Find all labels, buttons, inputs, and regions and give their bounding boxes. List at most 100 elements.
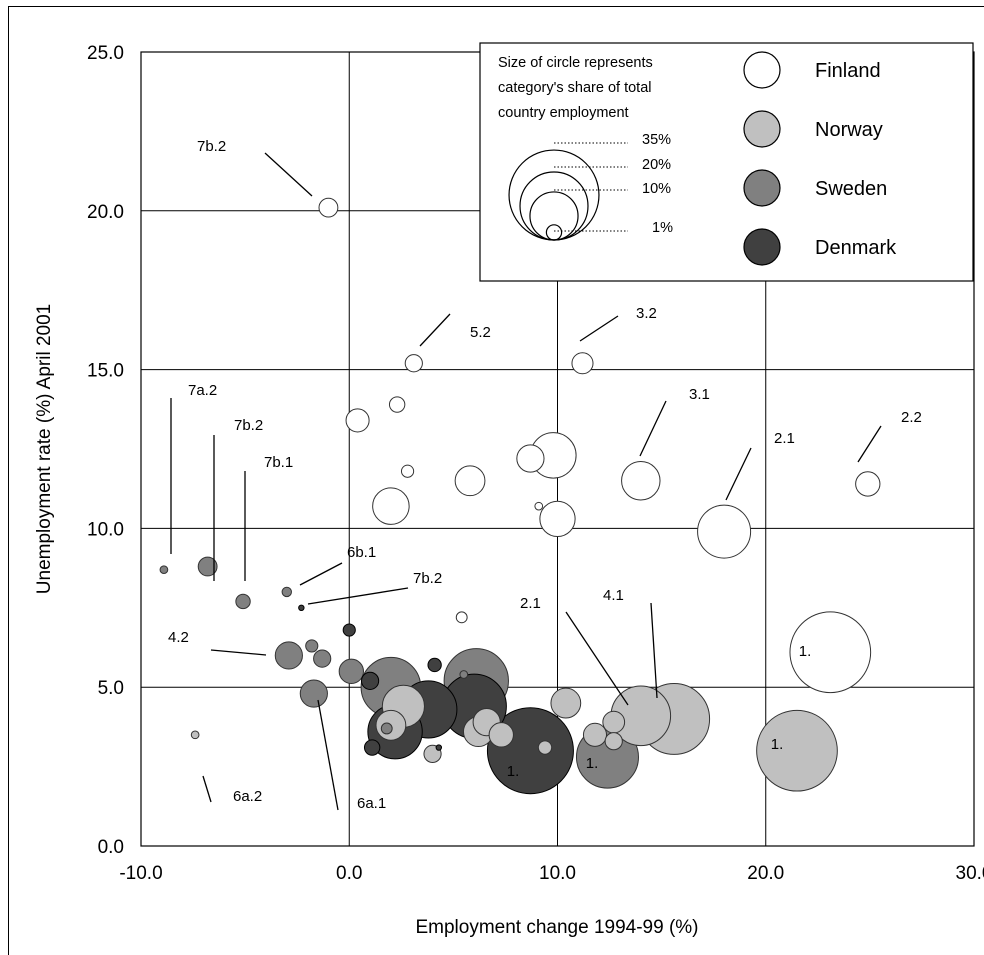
x-tick-label: 20.0 bbox=[747, 863, 784, 884]
legend: Size of circle represents category's sha… bbox=[479, 42, 974, 282]
y-axis-title: Unemployment rate (%) April 2001 bbox=[34, 304, 55, 594]
bubble-finland bbox=[318, 197, 339, 218]
legend-label-finland: Finland bbox=[815, 60, 881, 82]
x-tick-label: 10.0 bbox=[539, 863, 576, 884]
legend-swatch-finland bbox=[743, 51, 781, 89]
y-tick-label: 20.0 bbox=[87, 202, 124, 223]
size-legend-title-line-3: country employment bbox=[498, 105, 629, 121]
annotation-label: 7b.2 bbox=[197, 138, 226, 155]
bubble-norway bbox=[602, 710, 626, 734]
bubble-sweden bbox=[274, 641, 303, 670]
bubble-denmark bbox=[298, 604, 305, 612]
annotation-label: 7b.1 bbox=[264, 454, 293, 471]
bubble-norway bbox=[190, 730, 200, 740]
annotation-label: 7b.2 bbox=[234, 417, 263, 434]
x-tick-label: -10.0 bbox=[119, 863, 162, 884]
annotation-label: 7a.2 bbox=[188, 382, 217, 399]
country-legend: Finland Norway Sweden Denmark bbox=[743, 51, 897, 266]
annotation-label: 3.2 bbox=[636, 305, 657, 322]
legend-swatch-denmark bbox=[743, 228, 781, 266]
bubble-sweden bbox=[235, 593, 251, 610]
size-legend-title-line-2: category's share of total bbox=[498, 80, 652, 96]
bubble-norway bbox=[756, 709, 838, 792]
legend-label-norway: Norway bbox=[815, 119, 883, 141]
bubble-denmark bbox=[360, 671, 380, 690]
bubble-norway bbox=[537, 740, 553, 755]
size-legend-label: 20% bbox=[642, 157, 671, 173]
annotation-label: 5.2 bbox=[470, 324, 491, 341]
bubble-denmark bbox=[363, 739, 381, 756]
size-legend: 35% 20% 10% 1% bbox=[508, 132, 673, 241]
annotation-label: 4.1 bbox=[603, 587, 624, 604]
bubble-finland bbox=[621, 461, 661, 501]
annotation-leader-line bbox=[264, 152, 313, 197]
annotation-leader-line bbox=[202, 775, 212, 803]
annotation-leader-line bbox=[565, 611, 629, 706]
annotation-label: 1. bbox=[799, 643, 812, 660]
legend-swatch-sweden bbox=[743, 169, 781, 207]
x-axis-title: Employment change 1994-99 (%) bbox=[415, 917, 698, 938]
legend-label-denmark: Denmark bbox=[815, 237, 897, 259]
y-tick-label: 5.0 bbox=[98, 678, 124, 699]
bubble-sweden bbox=[459, 670, 469, 679]
bubble-finland bbox=[454, 465, 486, 497]
y-tick-label: 10.0 bbox=[87, 519, 124, 540]
annotation-leader-line bbox=[579, 315, 619, 342]
bubble-finland bbox=[534, 501, 544, 511]
bubble-finland bbox=[855, 471, 881, 497]
annotation-label: 6a.2 bbox=[233, 788, 262, 805]
bubble-sweden bbox=[380, 722, 393, 735]
x-tick-label: 30.0 bbox=[956, 863, 984, 884]
bubble-sweden bbox=[313, 649, 332, 668]
annotation-label: 1. bbox=[771, 736, 784, 753]
bubble-finland bbox=[372, 487, 410, 525]
bubble-denmark bbox=[435, 744, 443, 751]
bubble-finland bbox=[571, 352, 594, 375]
bubble-norway bbox=[604, 732, 623, 751]
bubble-finland bbox=[697, 504, 752, 559]
legend-label-sweden: Sweden bbox=[815, 178, 887, 200]
bubble-norway bbox=[550, 687, 582, 719]
bubble-finland bbox=[345, 408, 370, 433]
bubble-sweden bbox=[281, 586, 292, 598]
annotation-leader-line bbox=[419, 313, 451, 347]
annotation-label: 6a.1 bbox=[357, 795, 386, 812]
size-legend-label: 10% bbox=[642, 181, 671, 197]
size-legend-title-line-1: Size of circle represents bbox=[498, 55, 653, 71]
legend-box bbox=[479, 42, 974, 282]
bubble-sweden bbox=[159, 565, 169, 575]
tick-labels: -10.0 0.0 10.0 20.0 30.0 0.0 5.0 10.0 15.0 20.0 25… bbox=[87, 43, 984, 884]
bubble-finland bbox=[455, 611, 468, 624]
annotation-leader-line bbox=[307, 587, 409, 605]
bubble-sweden bbox=[305, 639, 319, 653]
y-tick-label: 25.0 bbox=[87, 43, 124, 64]
bubble-finland bbox=[516, 444, 545, 473]
bubble-denmark bbox=[342, 623, 356, 637]
bubble-finland bbox=[404, 354, 423, 373]
bubble-sweden bbox=[197, 556, 218, 577]
annotation-label: 6b.1 bbox=[347, 544, 376, 561]
bubble-finland bbox=[388, 396, 406, 413]
y-tick-label: 0.0 bbox=[98, 837, 124, 858]
x-tick-label: 0.0 bbox=[336, 863, 362, 884]
annotation-label: 7b.2 bbox=[413, 570, 442, 587]
legend-swatch-norway bbox=[743, 110, 781, 148]
size-legend-label: 1% bbox=[652, 220, 673, 236]
annotation-leader-line bbox=[650, 602, 658, 699]
bubble-finland bbox=[400, 464, 415, 478]
point-annotations: 7b.2 5.2 3.2 3.1 2.1 2.2 7a.2 7b.2 7b.1 6b.1 7b.2 4… bbox=[168, 138, 922, 812]
annotation-leader-line bbox=[857, 425, 882, 463]
annotation-label: 2.2 bbox=[901, 409, 922, 426]
annotation-leader-line bbox=[299, 562, 343, 586]
bubble-norway bbox=[488, 722, 514, 748]
bubble-sweden bbox=[338, 658, 364, 684]
bubble-norway bbox=[582, 722, 608, 747]
size-legend-circle bbox=[545, 224, 563, 241]
annotation-leader-line bbox=[639, 400, 667, 457]
bubble-denmark bbox=[427, 657, 442, 673]
annotation-label: 2.1 bbox=[774, 430, 795, 447]
size-legend-label: 35% bbox=[642, 132, 671, 148]
annotation-leader-line bbox=[725, 447, 752, 501]
annotation-label: 2.1 bbox=[520, 595, 541, 612]
